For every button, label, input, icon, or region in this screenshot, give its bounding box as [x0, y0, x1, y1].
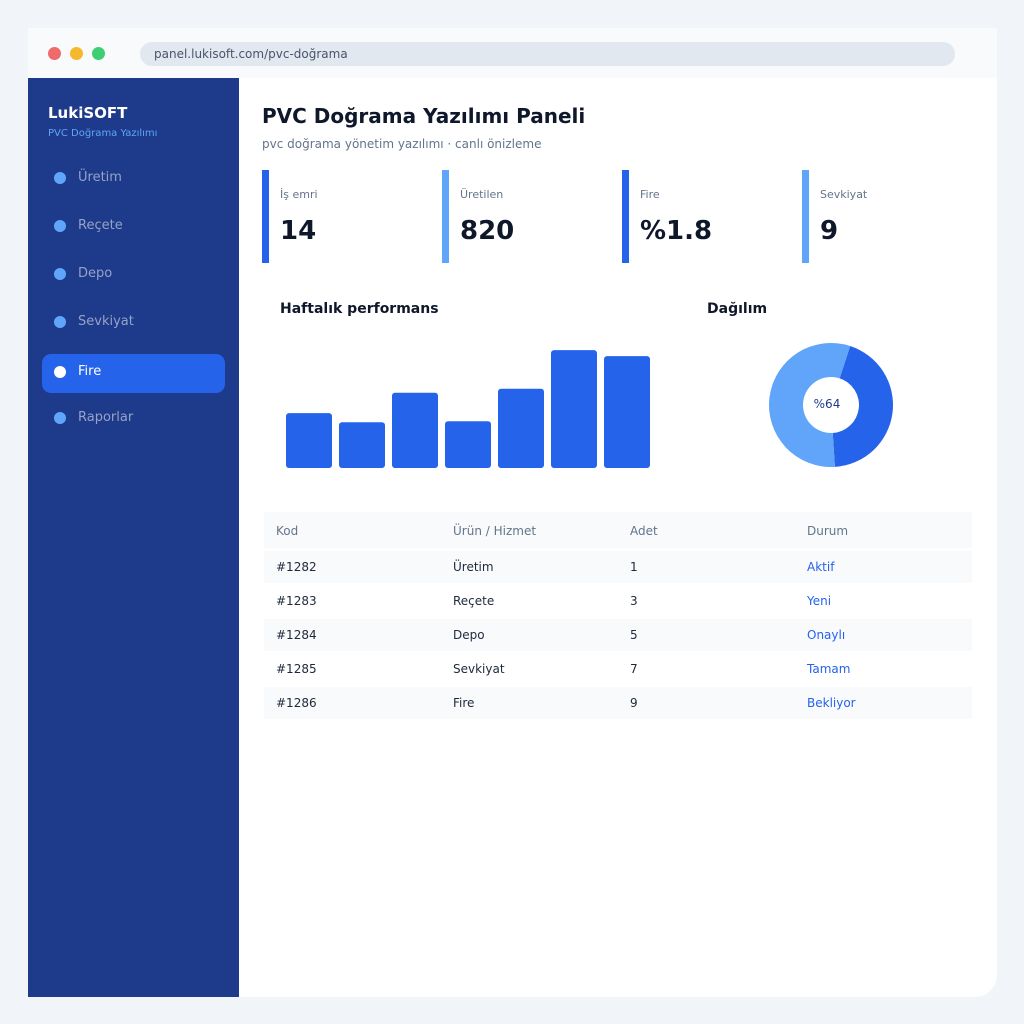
status-badge: Bekliyor: [807, 696, 856, 710]
table-header: Kod Ürün / Hizmet Adet Durum: [264, 512, 972, 548]
cell-adet: 7: [630, 662, 638, 676]
sidebar: LukiSOFT PVC Doğrama Yazılımı Üretim Reç…: [28, 78, 239, 997]
cell-adet: 9: [630, 696, 638, 710]
kpi-label: Sevkiyat: [820, 188, 868, 201]
bullet-icon: [54, 316, 66, 328]
kpi-card-sevkiyat: Sevkiyat 9: [802, 170, 962, 263]
brand-subtitle: PVC Doğrama Yazılımı: [48, 128, 158, 139]
bar-5: [551, 350, 597, 468]
distribution-chart-title: Dağılım: [707, 301, 768, 317]
kpi-label: Üretilen: [460, 188, 504, 201]
donut-slice-1: [769, 343, 851, 467]
distribution-donut-chart: [769, 343, 893, 467]
status-badge: Tamam: [807, 662, 851, 676]
bullet-icon: [54, 220, 66, 232]
sidebar-item-label: Raporlar: [78, 410, 134, 425]
weekly-chart-title: Haftalık performans: [280, 301, 439, 317]
kpi-card-is-emri: İş emri 14: [262, 170, 422, 263]
column-header-adet[interactable]: Adet: [630, 524, 658, 538]
column-header-urun[interactable]: Ürün / Hizmet: [453, 524, 537, 538]
minimize-window-button[interactable]: [70, 47, 83, 60]
cell-kod: #1283: [276, 594, 317, 608]
bullet-icon: [54, 412, 66, 424]
table-row[interactable]: #1282 Üretim 1 Aktif: [264, 551, 972, 583]
bar-0: [286, 413, 332, 468]
cell-urun: Depo: [453, 628, 485, 642]
cell-kod: #1282: [276, 560, 317, 574]
kpi-label: İş emri: [280, 188, 318, 201]
table-row[interactable]: #1283 Reçete 3 Yeni: [264, 585, 972, 617]
status-badge: Aktif: [807, 560, 835, 574]
table-row[interactable]: #1284 Depo 5 Onaylı: [264, 619, 972, 651]
sidebar-item-label: Üretim: [78, 170, 122, 185]
kpi-value: 820: [460, 216, 515, 246]
donut-slice-0: [832, 346, 893, 467]
table-row[interactable]: #1285 Sevkiyat 7 Tamam: [264, 653, 972, 685]
sidebar-item-label: Fire: [78, 364, 102, 379]
sidebar-item-uretim[interactable]: Üretim: [42, 160, 225, 199]
donut-center-label: %64: [813, 397, 841, 411]
bar-2: [392, 392, 438, 468]
cell-kod: #1284: [276, 628, 317, 642]
bar-1: [339, 422, 385, 468]
status-badge: Onaylı: [807, 628, 846, 642]
kpi-accent-bar: [622, 170, 629, 263]
cell-urun: Reçete: [453, 594, 495, 608]
kpi-value: %1.8: [640, 216, 713, 246]
cell-adet: 3: [630, 594, 638, 608]
bullet-icon: [54, 366, 66, 378]
status-badge: Yeni: [807, 594, 832, 608]
kpi-value: 9: [820, 216, 839, 246]
close-window-button[interactable]: [48, 47, 61, 60]
bar-4: [498, 388, 544, 468]
bar-6: [604, 356, 650, 468]
column-header-kod[interactable]: Kod: [276, 524, 299, 538]
cell-urun: Üretim: [453, 560, 494, 574]
sidebar-item-label: Sevkiyat: [78, 314, 134, 329]
bullet-icon: [54, 268, 66, 280]
browser-titlebar: panel.lukisoft.com/pvc-doğrama: [28, 28, 997, 78]
maximize-window-button[interactable]: [92, 47, 105, 60]
cell-urun: Fire: [453, 696, 475, 710]
column-header-durum[interactable]: Durum: [807, 524, 849, 538]
page-subtitle: pvc doğrama yönetim yazılımı · canlı öni…: [262, 137, 542, 151]
kpi-card-fire: Fire %1.8: [622, 170, 782, 263]
bullet-icon: [54, 172, 66, 184]
browser-window: panel.lukisoft.com/pvc-doğrama LukiSOFT …: [28, 28, 997, 997]
kpi-accent-bar: [442, 170, 449, 263]
sidebar-item-recete[interactable]: Reçete: [42, 208, 225, 247]
kpi-accent-bar: [802, 170, 809, 263]
kpi-card-uretilen: Üretilen 820: [442, 170, 602, 263]
sidebar-item-depo[interactable]: Depo: [42, 256, 225, 295]
sidebar-item-label: Reçete: [78, 218, 123, 233]
bar-3: [445, 421, 491, 468]
cell-adet: 5: [630, 628, 638, 642]
page-title: PVC Doğrama Yazılımı Paneli: [262, 104, 586, 128]
sidebar-item-fire[interactable]: Fire: [42, 354, 225, 393]
sidebar-item-sevkiyat[interactable]: Sevkiyat: [42, 304, 225, 343]
sidebar-item-label: Depo: [78, 266, 113, 281]
kpi-accent-bar: [262, 170, 269, 263]
brand-logo: LukiSOFT: [48, 104, 128, 122]
cell-urun: Sevkiyat: [453, 662, 505, 676]
cell-adet: 1: [630, 560, 638, 574]
sidebar-item-raporlar[interactable]: Raporlar: [42, 400, 225, 439]
kpi-value: 14: [280, 216, 317, 246]
table-row[interactable]: #1286 Fire 9 Bekliyor: [264, 687, 972, 719]
address-bar[interactable]: panel.lukisoft.com/pvc-doğrama: [140, 42, 955, 66]
cell-kod: #1285: [276, 662, 317, 676]
kpi-label: Fire: [640, 188, 660, 201]
cell-kod: #1286: [276, 696, 317, 710]
